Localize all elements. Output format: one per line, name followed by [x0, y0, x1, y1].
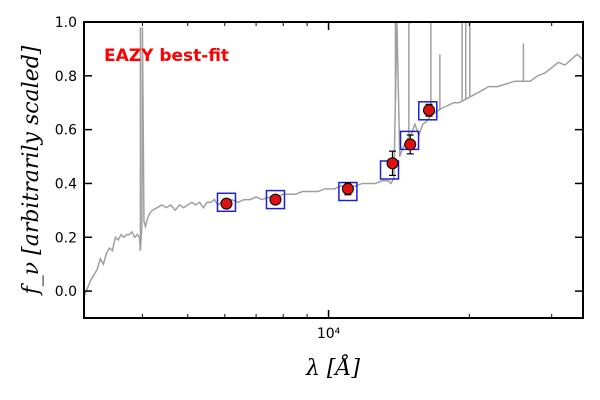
model-flux-square	[216, 192, 237, 213]
model-flux-square	[418, 101, 438, 121]
y-tick-label: 0.8	[55, 69, 77, 85]
observed-flux-point	[220, 197, 233, 210]
annotation-label: EAZY best-fit	[104, 46, 229, 66]
plot-frame	[83, 21, 584, 319]
observed-flux-point	[404, 138, 417, 151]
plot-area	[84, 22, 583, 297]
y-tick-label: 1.0	[55, 15, 77, 31]
y-tick-label: 0.4	[55, 176, 77, 192]
template-spectrum-line	[84, 22, 583, 297]
y-tick-label: 0.2	[55, 230, 77, 246]
observed-flux-point	[386, 157, 399, 170]
y-tick-label: 0.6	[55, 123, 77, 139]
observed-flux-point	[269, 193, 282, 206]
x-axis-label: λ [Å]	[305, 353, 360, 381]
y-axis-label: f_ν [arbitrarily scaled]	[19, 45, 44, 296]
model-flux-square	[265, 189, 286, 210]
y-tick-label: 0.0	[55, 284, 77, 300]
observed-flux-point	[341, 182, 354, 195]
axis-ticks: 0.0 0.2 0.4 0.6 0.8 1.0 10⁴	[55, 15, 583, 342]
x-tick-label: 10⁴	[317, 326, 341, 342]
observed-flux-point	[423, 104, 436, 117]
